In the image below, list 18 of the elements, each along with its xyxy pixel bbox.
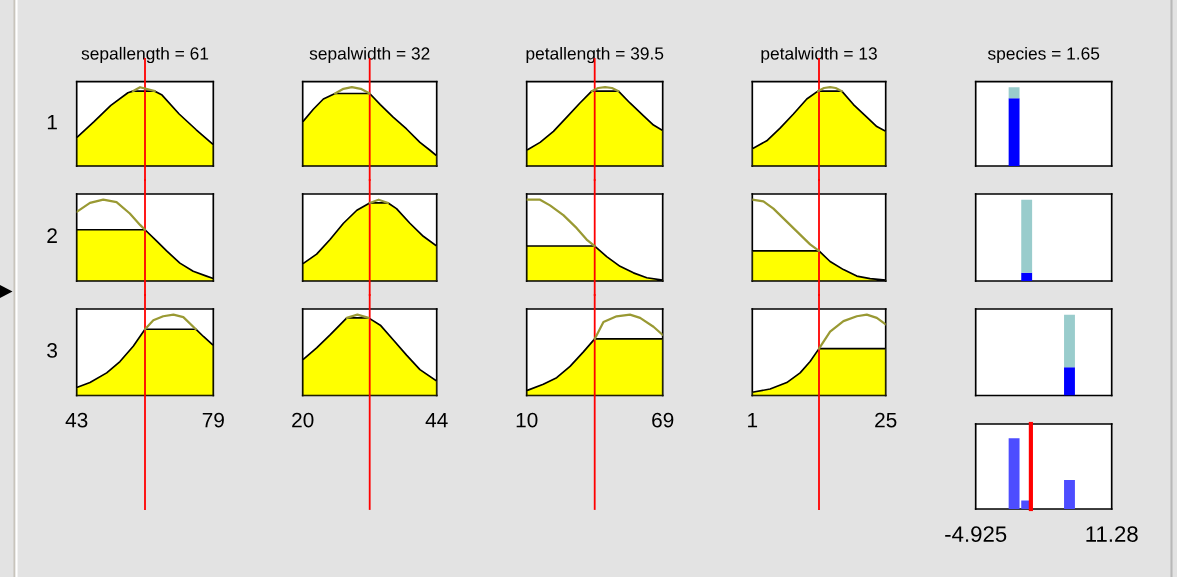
x-tick-label: 25 xyxy=(875,412,897,428)
chart-title: species = 1.65 xyxy=(987,46,1100,64)
x-tick-label: -4.925 xyxy=(945,526,1007,542)
x-tick-label: 10 xyxy=(516,412,538,428)
y-axis-title: 1 xyxy=(47,114,57,130)
x-tick-label: 11.28 xyxy=(1086,526,1138,542)
x-tick-label: 43 xyxy=(65,412,88,428)
chart-title: sepalwidth = 32 xyxy=(309,46,430,64)
x-tick-label: 1 xyxy=(748,412,758,428)
y-axis-title: 3 xyxy=(47,343,57,358)
chart-title: sepallength = 61 xyxy=(81,46,209,64)
x-tick-label: 44 xyxy=(425,412,448,428)
x-tick-label: 79 xyxy=(202,412,224,428)
x-tick-label: 69 xyxy=(652,412,674,428)
chart-title: petalwidth = 13 xyxy=(761,46,877,64)
chart-title: petallength = 39.5 xyxy=(526,46,664,64)
x-tick-label: 20 xyxy=(292,412,314,428)
y-axis-title: 2 xyxy=(47,228,57,243)
